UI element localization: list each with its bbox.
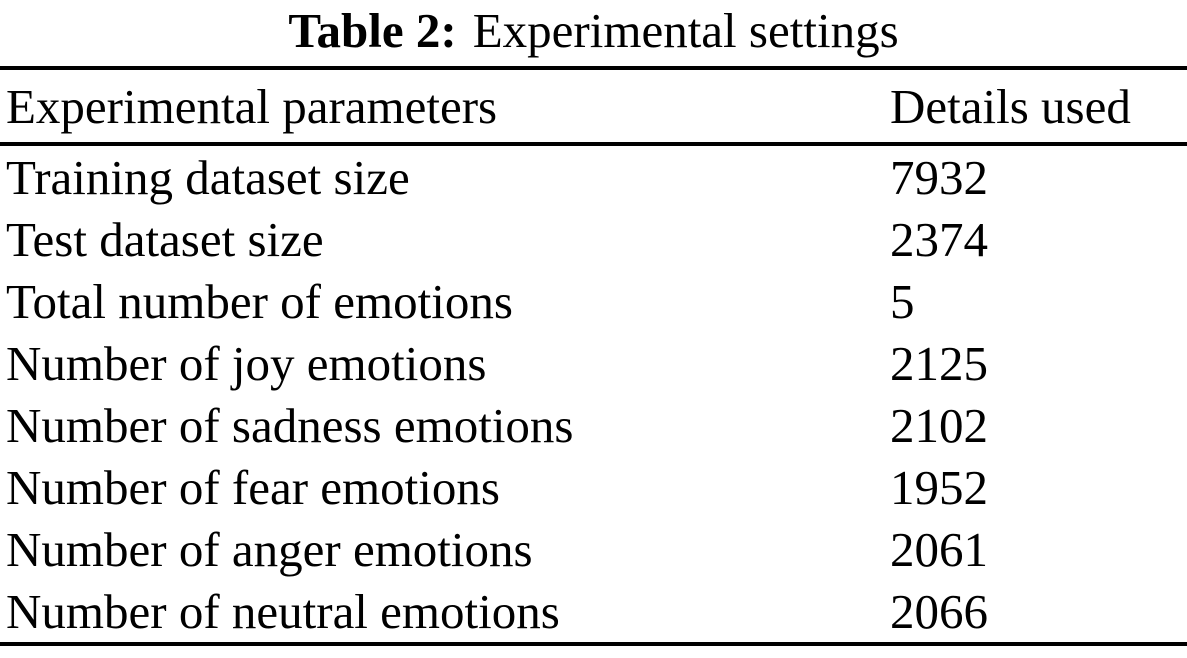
parameter-cell: Training dataset size — [6, 149, 410, 205]
table-header-row: Experimental parameters Details used — [0, 70, 1187, 146]
table-row: Number of sadness emotions 2102 — [0, 394, 1187, 456]
parameter-cell: Test dataset size — [6, 211, 324, 267]
value-cell: 2102 — [890, 397, 988, 453]
value-cell: 2061 — [890, 521, 988, 577]
experimental-settings-table: Experimental parameters Details used Tra… — [0, 66, 1187, 646]
parameter-cell: Number of fear emotions — [6, 459, 500, 515]
table-row: Number of anger emotions 2061 — [0, 518, 1187, 580]
table-row: Number of fear emotions 1952 — [0, 456, 1187, 518]
value-cell: 2125 — [890, 335, 988, 391]
parameter-cell: Number of joy emotions — [6, 335, 487, 391]
parameter-cell: Number of neutral emotions — [6, 583, 560, 639]
table-caption: Table 2: Experimental settings — [0, 0, 1187, 66]
column-header-details: Details used — [890, 78, 1131, 134]
parameter-cell: Number of anger emotions — [6, 521, 533, 577]
table-row: Number of neutral emotions 2066 — [0, 580, 1187, 642]
column-header-parameters: Experimental parameters — [6, 78, 498, 134]
table-caption-text: Experimental settings — [472, 3, 899, 58]
table-row: Test dataset size 2374 — [0, 208, 1187, 270]
value-cell: 1952 — [890, 459, 988, 515]
table-body: Training dataset size 7932 Test dataset … — [0, 146, 1187, 642]
parameter-cell: Number of sadness emotions — [6, 397, 574, 453]
value-cell: 7932 — [890, 149, 988, 205]
table-row: Number of joy emotions 2125 — [0, 332, 1187, 394]
value-cell: 2066 — [890, 583, 988, 639]
parameter-cell: Total number of emotions — [6, 273, 513, 329]
table-row: Total number of emotions 5 — [0, 270, 1187, 332]
value-cell: 5 — [890, 273, 915, 329]
value-cell: 2374 — [890, 211, 988, 267]
table-row: Training dataset size 7932 — [0, 146, 1187, 208]
table-caption-label: Table 2: — [288, 3, 457, 58]
